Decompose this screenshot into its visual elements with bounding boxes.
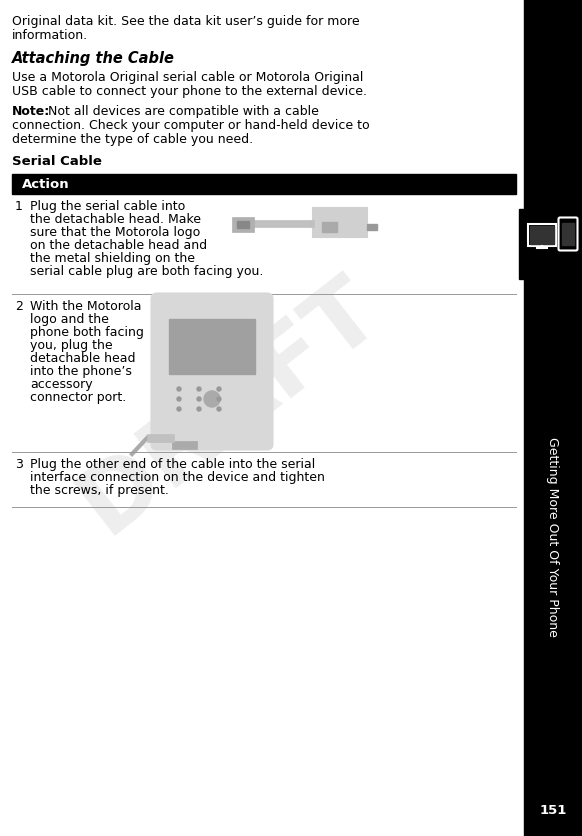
Text: logo and the: logo and the [30, 313, 109, 325]
Bar [252, 221, 314, 227]
Circle shape [197, 398, 201, 401]
Text: connection. Check your computer or hand-held device to: connection. Check your computer or hand-… [12, 119, 370, 132]
Bar [172, 441, 197, 450]
Text: serial cable plug are both facing you.: serial cable plug are both facing you. [30, 265, 264, 278]
Circle shape [217, 398, 221, 401]
Bar [12, 175, 516, 195]
Text: Original data kit. See the data kit user’s guide for more: Original data kit. See the data kit user… [12, 15, 360, 28]
Circle shape [217, 388, 221, 391]
Text: the screws, if present.: the screws, if present. [30, 483, 169, 497]
Bar [322, 222, 337, 232]
Bar [519, 210, 582, 280]
Text: determine the type of cable you need.: determine the type of cable you need. [12, 133, 253, 145]
Text: detachable head: detachable head [30, 352, 136, 364]
Bar [367, 225, 377, 231]
Text: Use a Motorola Original serial cable or Motorola Original: Use a Motorola Original serial cable or … [12, 71, 363, 84]
Circle shape [204, 391, 220, 407]
Bar [524, 0, 582, 836]
Bar [232, 217, 254, 232]
Text: into the phone’s: into the phone’s [30, 364, 132, 378]
Text: on the detachable head and: on the detachable head and [30, 239, 207, 252]
Text: Not all devices are compatible with a cable: Not all devices are compatible with a ca… [44, 104, 319, 118]
Text: 3: 3 [15, 457, 23, 471]
Text: information.: information. [12, 29, 88, 42]
Bar [530, 227, 554, 245]
Text: the metal shielding on the: the metal shielding on the [30, 252, 195, 265]
Text: Action: Action [22, 178, 70, 191]
Bar [562, 224, 574, 246]
Circle shape [177, 398, 181, 401]
Text: interface connection on the device and tighten: interface connection on the device and t… [30, 471, 325, 483]
Text: phone both facing: phone both facing [30, 325, 144, 339]
Text: Note:: Note: [12, 104, 50, 118]
Text: 1: 1 [15, 200, 23, 212]
Circle shape [217, 407, 221, 411]
Text: sure that the Motorola logo: sure that the Motorola logo [30, 226, 200, 239]
Bar [237, 222, 249, 229]
Text: Getting More Out Of Your Phone: Getting More Out Of Your Phone [546, 436, 559, 636]
Text: 151: 151 [540, 803, 567, 816]
Bar [528, 225, 556, 247]
Circle shape [197, 407, 201, 411]
Circle shape [177, 407, 181, 411]
Text: Serial Cable: Serial Cable [12, 155, 102, 168]
Bar [169, 319, 255, 375]
Circle shape [177, 388, 181, 391]
FancyBboxPatch shape [151, 293, 273, 451]
Bar [312, 208, 367, 237]
Text: Plug the other end of the cable into the serial: Plug the other end of the cable into the… [30, 457, 315, 471]
Text: the detachable head. Make: the detachable head. Make [30, 212, 201, 226]
Text: With the Motorola: With the Motorola [30, 299, 141, 313]
Text: Attaching the Cable: Attaching the Cable [12, 51, 175, 66]
Text: accessory: accessory [30, 378, 93, 390]
Text: Plug the serial cable into: Plug the serial cable into [30, 200, 185, 212]
Bar [147, 435, 174, 442]
Text: DRAFT: DRAFT [62, 262, 398, 551]
Text: USB cable to connect your phone to the external device.: USB cable to connect your phone to the e… [12, 85, 367, 98]
Circle shape [197, 388, 201, 391]
Text: 2: 2 [15, 299, 23, 313]
Text: you, plug the: you, plug the [30, 339, 113, 352]
Text: connector port.: connector port. [30, 390, 126, 404]
